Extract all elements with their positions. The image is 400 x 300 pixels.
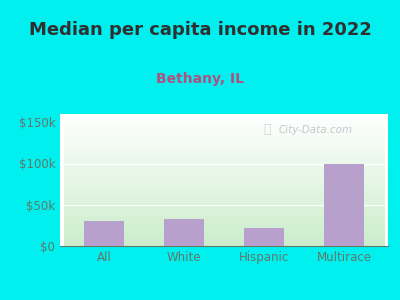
Bar <box>164 219 204 246</box>
Text: ⦿: ⦿ <box>263 123 270 136</box>
Text: Bethany, IL: Bethany, IL <box>156 72 244 86</box>
Text: City-Data.com: City-Data.com <box>279 125 353 135</box>
Bar <box>84 221 124 246</box>
Bar <box>324 164 364 246</box>
Text: Median per capita income in 2022: Median per capita income in 2022 <box>28 21 372 39</box>
Bar <box>244 228 284 246</box>
